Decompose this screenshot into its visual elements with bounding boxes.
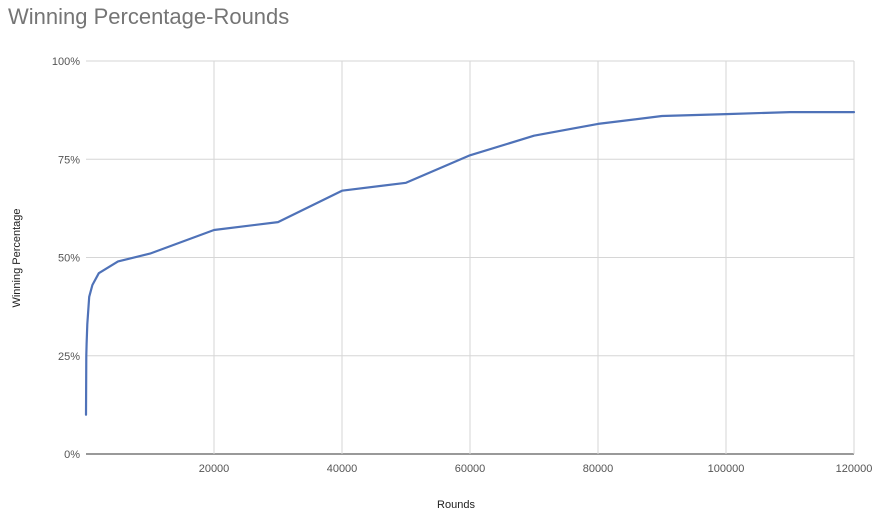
x-tick-label: 20000 (199, 463, 230, 475)
x-axis-title: Rounds (437, 499, 475, 510)
chart-title: Winning Percentage-Rounds (8, 4, 290, 29)
y-tick-label: 100% (52, 56, 80, 68)
x-tick-label: 80000 (583, 463, 614, 475)
y-axis-ticks: 0% 25% 50% 75% 100% (52, 56, 80, 461)
x-tick-label: 100000 (708, 463, 745, 475)
x-tick-label: 120000 (836, 463, 873, 475)
y-tick-label: 75% (58, 154, 80, 166)
y-tick-label: 0% (64, 449, 80, 461)
series-group (84, 110, 856, 416)
y-tick-label: 25% (58, 351, 80, 363)
grid-lines (86, 60, 855, 455)
y-tick-label: 50% (58, 253, 80, 265)
series-line (84, 110, 856, 416)
y-axis-title: Winning Percentage (11, 208, 23, 307)
x-tick-label: 60000 (455, 463, 486, 475)
x-axis-ticks: 20000 40000 60000 80000 100000 120000 (199, 463, 873, 475)
x-tick-label: 40000 (327, 463, 358, 475)
